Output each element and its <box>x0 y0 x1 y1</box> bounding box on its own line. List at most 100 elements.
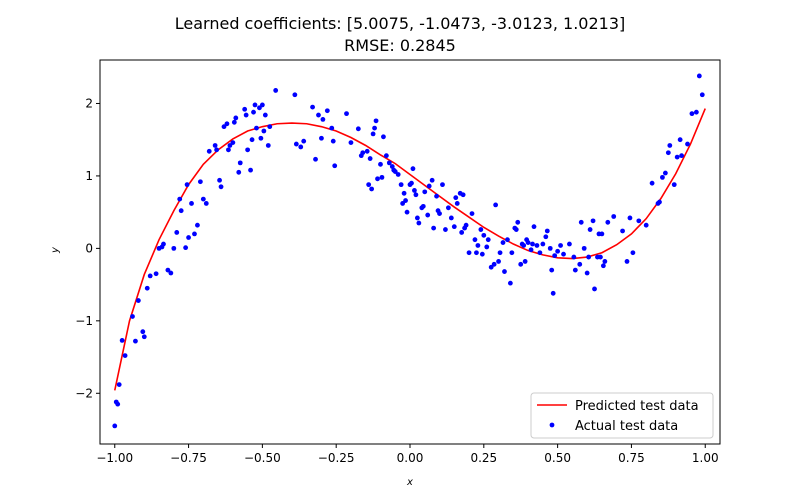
data-point <box>115 401 121 407</box>
data-point <box>398 182 404 188</box>
data-point <box>378 161 383 167</box>
data-point <box>375 176 380 182</box>
data-point <box>497 250 503 256</box>
data-point <box>590 218 596 224</box>
data-point <box>259 102 265 108</box>
legend-label-actual: Actual test data <box>575 419 678 434</box>
data-point <box>567 241 572 247</box>
data-point <box>344 111 349 117</box>
data-point <box>116 382 122 387</box>
data-point <box>392 169 398 174</box>
data-point <box>292 92 298 98</box>
data-point <box>491 261 497 267</box>
data-point <box>409 180 414 186</box>
data-point <box>254 125 259 131</box>
data-point <box>231 119 237 125</box>
data-point <box>587 227 593 232</box>
data-point <box>660 174 665 180</box>
data-point <box>414 215 420 221</box>
x-tick-label: 0.75 <box>618 451 645 465</box>
data-point <box>119 337 125 343</box>
data-point <box>474 250 479 256</box>
data-point <box>367 156 373 161</box>
data-point <box>586 254 592 260</box>
data-point <box>518 261 524 267</box>
data-point <box>206 148 212 154</box>
data-point <box>192 231 197 237</box>
legend-box <box>530 392 714 439</box>
data-point <box>472 237 478 243</box>
data-point <box>425 212 431 218</box>
data-point <box>543 234 549 240</box>
data-point <box>319 135 324 141</box>
data-point <box>677 137 683 143</box>
data-point <box>528 247 534 253</box>
data-point <box>493 202 499 208</box>
data-point <box>233 115 239 121</box>
chart-subtitle: RMSE: 0.2845 <box>344 36 456 55</box>
data-point <box>525 240 531 245</box>
data-point <box>224 121 230 127</box>
data-point <box>364 148 370 154</box>
data-point <box>685 141 690 147</box>
data-point <box>262 112 268 118</box>
data-point <box>360 150 366 156</box>
data-point <box>373 118 379 124</box>
data-point <box>627 215 633 221</box>
data-point <box>243 112 249 118</box>
data-point <box>630 250 636 256</box>
data-point <box>550 290 556 296</box>
data-point <box>332 163 338 169</box>
data-point <box>153 271 159 277</box>
data-point <box>422 189 428 195</box>
data-point <box>577 261 583 267</box>
data-point <box>400 201 406 206</box>
x-axis-label: x <box>406 477 413 488</box>
data-point <box>112 423 118 429</box>
data-point <box>273 88 279 93</box>
data-point <box>540 241 546 247</box>
data-point <box>227 143 233 148</box>
data-point <box>130 314 135 319</box>
data-point <box>521 243 527 248</box>
data-point <box>693 109 699 115</box>
data-point <box>488 264 494 270</box>
data-point <box>643 222 649 228</box>
data-point <box>230 140 236 146</box>
data-point <box>572 267 578 273</box>
predicted-line <box>113 108 706 391</box>
data-point <box>133 338 138 344</box>
data-point <box>513 227 519 232</box>
data-point <box>463 222 469 228</box>
data-point <box>598 254 603 260</box>
data-point <box>509 250 515 256</box>
data-point <box>662 170 668 176</box>
data-point <box>251 109 256 115</box>
data-point <box>602 259 608 264</box>
y-tick-label: 1 <box>85 169 93 183</box>
plot-frame <box>99 59 721 445</box>
data-point <box>369 186 375 192</box>
data-point <box>544 228 550 234</box>
data-point <box>485 237 491 243</box>
data-point <box>443 227 448 232</box>
data-point <box>122 353 128 359</box>
data-point <box>502 269 507 274</box>
data-point <box>699 92 705 98</box>
data-point <box>451 224 457 230</box>
x-tick-label: −1.00 <box>96 451 133 465</box>
data-point <box>379 174 385 180</box>
data-point <box>671 182 677 188</box>
data-point <box>168 270 174 276</box>
data-point <box>226 147 231 153</box>
data-point <box>696 73 702 79</box>
data-point <box>293 141 299 147</box>
y-tick-label: 0 <box>85 241 93 255</box>
data-point <box>466 250 472 256</box>
plot-area <box>112 73 706 429</box>
data-point <box>403 198 408 203</box>
data-point <box>679 153 685 159</box>
data-point <box>313 156 318 162</box>
data-point <box>667 143 673 148</box>
data-point <box>426 183 432 189</box>
